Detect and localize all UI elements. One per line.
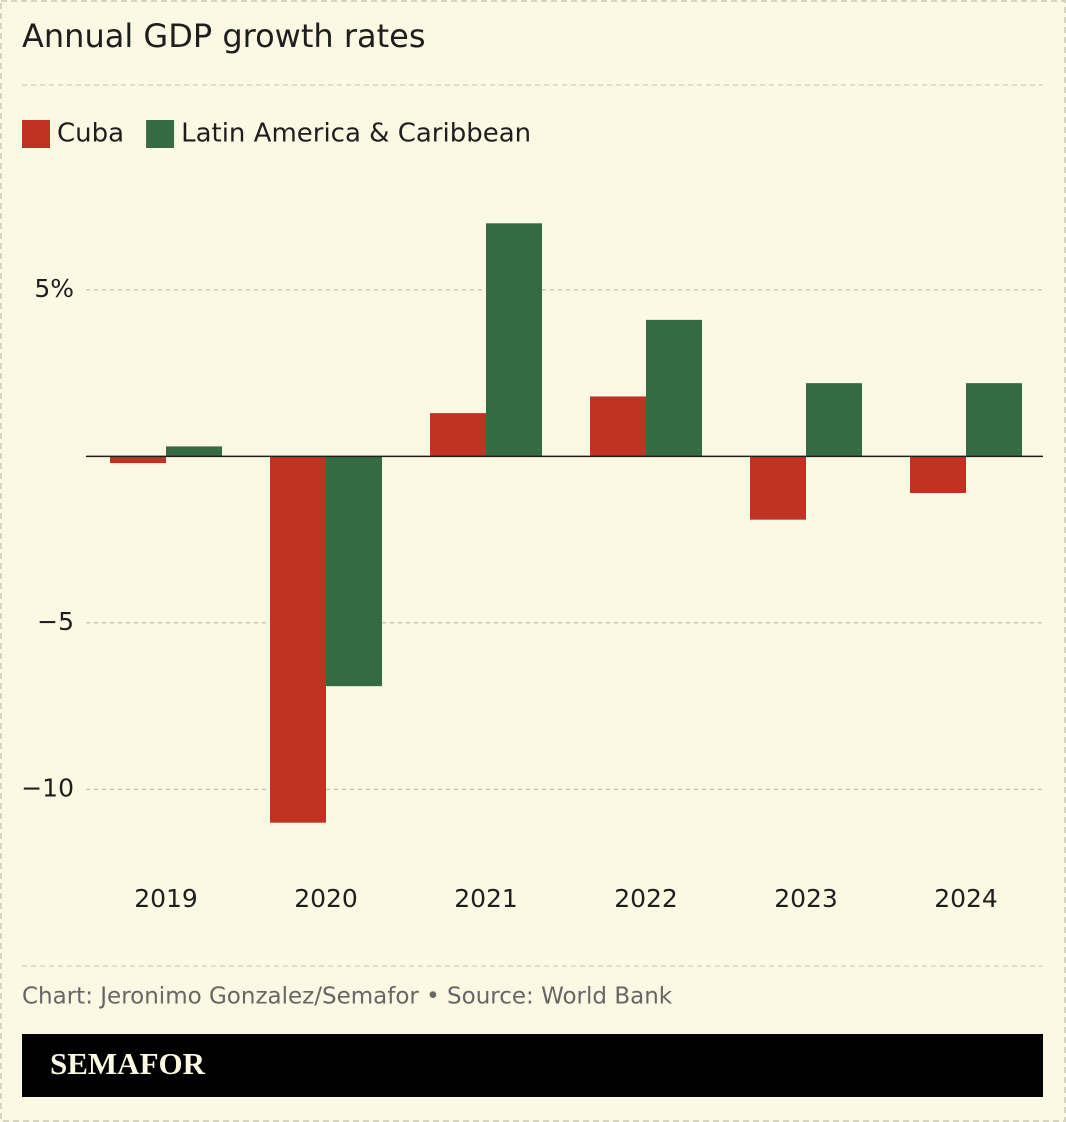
- bar: [750, 456, 806, 520]
- x-tick-label: 2021: [454, 884, 518, 913]
- y-tick-label: 5%: [34, 274, 74, 303]
- bar: [110, 456, 166, 464]
- logo-bar: [22, 1034, 1043, 1097]
- bar: [486, 223, 542, 457]
- source: Chart: Jeronimo Gonzalez/Semafor • Sourc…: [22, 984, 673, 1010]
- chart-title: Annual GDP growth rates: [22, 17, 426, 55]
- bar: [326, 456, 382, 687]
- x-tick-label: 2024: [934, 884, 998, 913]
- x-tick-label: 2023: [774, 884, 838, 913]
- legend-label: Latin America & Caribbean: [181, 119, 531, 149]
- bar: [166, 446, 222, 457]
- y-tick-label: −10: [21, 773, 74, 802]
- bar: [806, 383, 862, 457]
- x-tick-label: 2020: [294, 884, 358, 913]
- bar: [590, 396, 646, 457]
- bar: [910, 456, 966, 494]
- bar: [270, 456, 326, 823]
- bar: [430, 413, 486, 457]
- y-tick-label: −5: [37, 607, 74, 636]
- x-tick-label: 2019: [134, 884, 198, 913]
- bar: [646, 319, 702, 457]
- x-tick-label: 2022: [614, 884, 678, 913]
- legend-swatch: [146, 120, 175, 148]
- legend-label: Cuba: [57, 119, 124, 149]
- legend-swatch: [22, 120, 50, 148]
- logo: SEMAFOR: [50, 1046, 206, 1081]
- bar: [966, 383, 1022, 457]
